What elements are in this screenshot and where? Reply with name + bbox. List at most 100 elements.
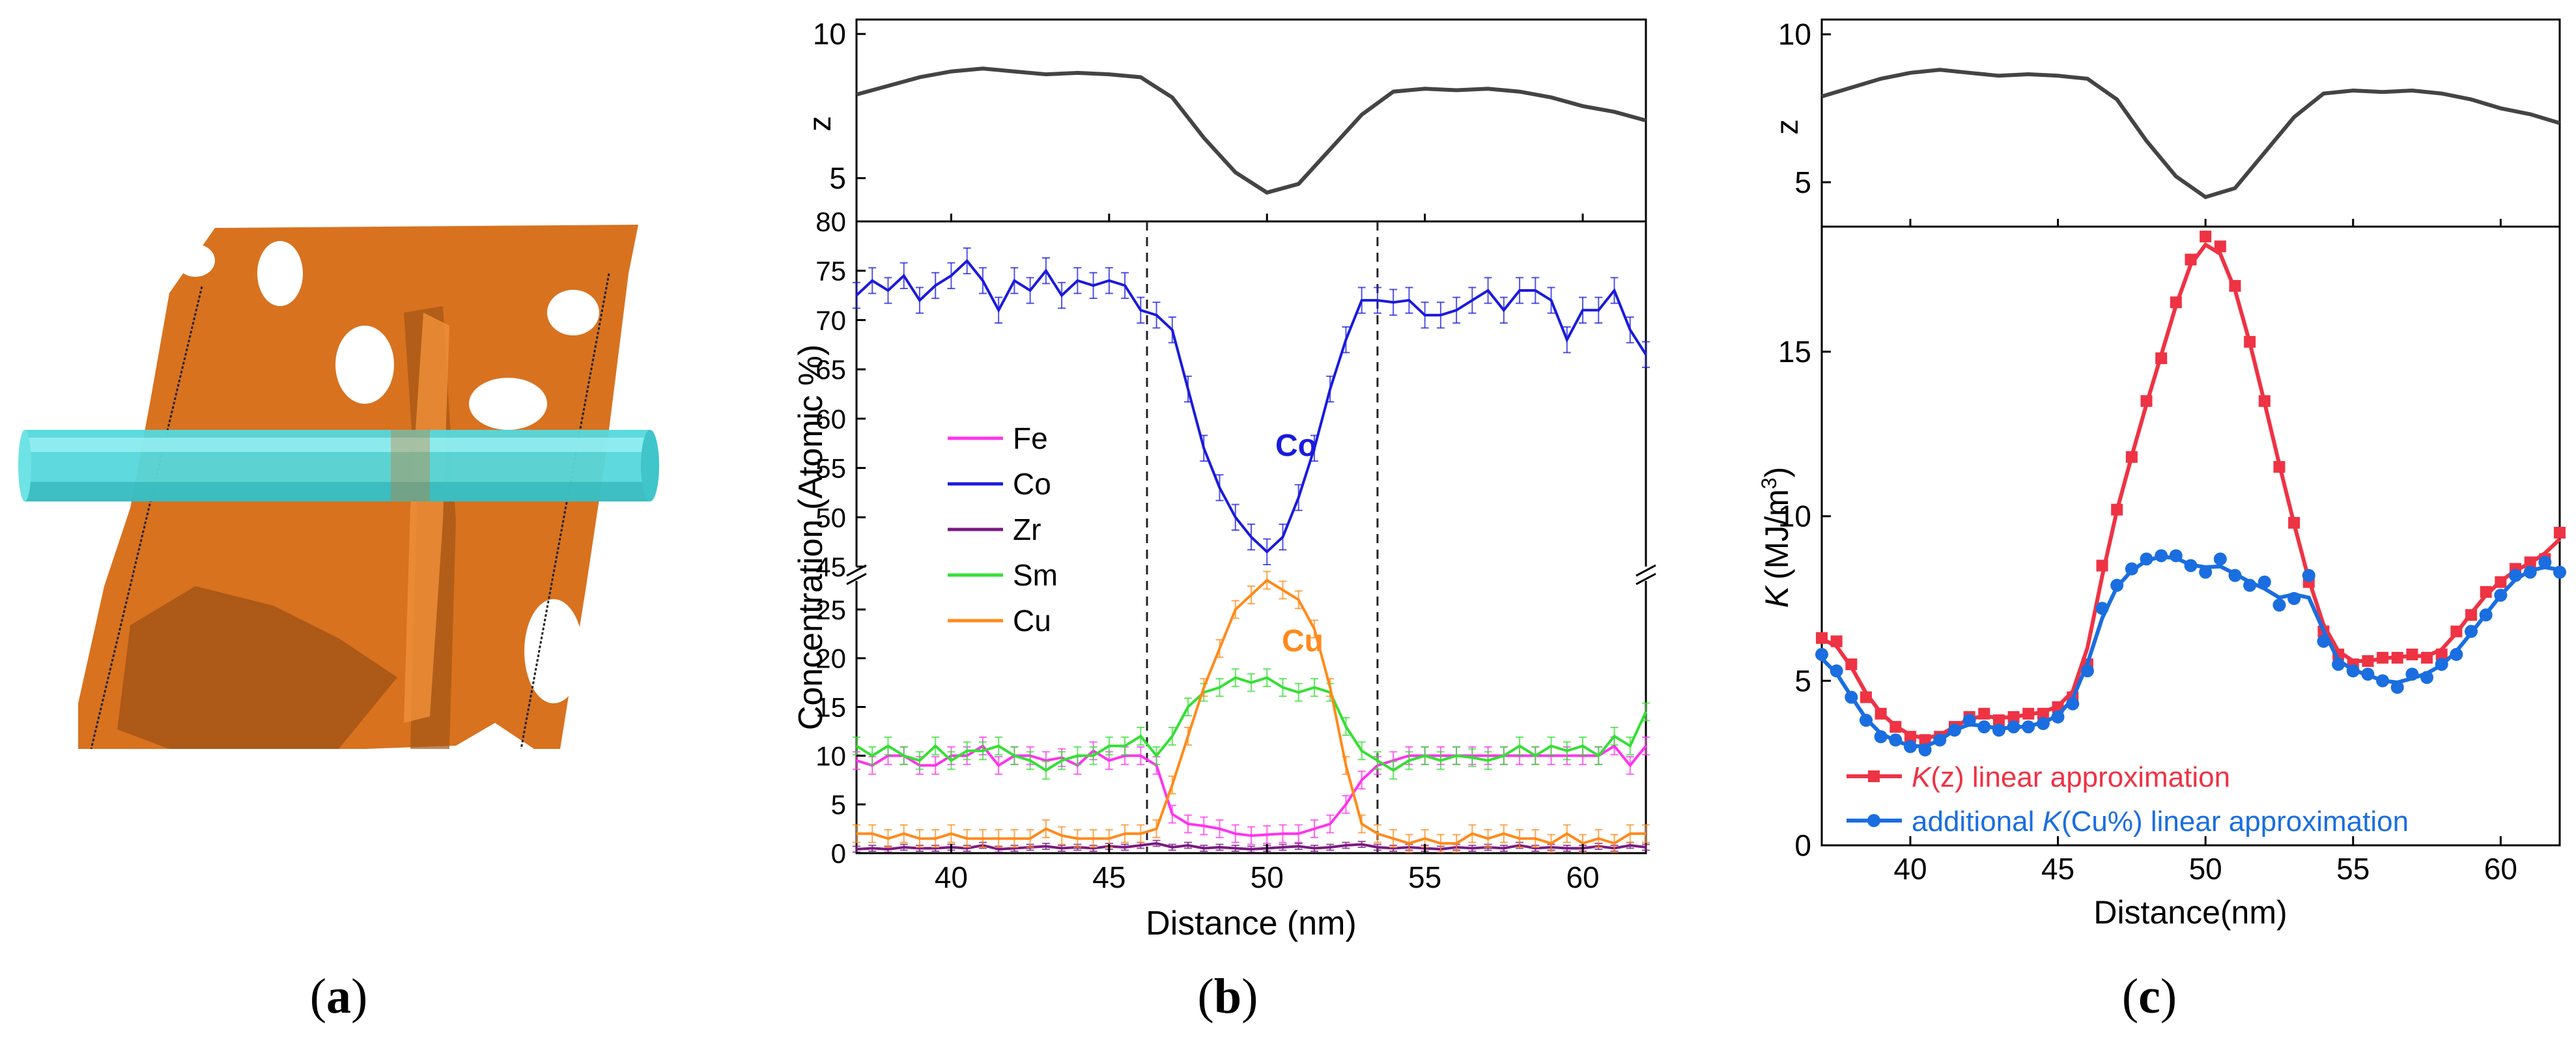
y-tick-label: 55	[815, 453, 846, 484]
marker-kcu	[2272, 598, 2286, 612]
panel-label-a: (a)	[310, 969, 368, 1024]
axes-frame	[1820, 18, 2561, 228]
y-tick-label: 80	[815, 206, 846, 237]
legend-prefix: additional	[1912, 806, 2043, 838]
y-axis-label: Concentration (Atomic %)	[792, 345, 830, 730]
marker-kcu	[2007, 720, 2020, 734]
marker-kcu	[2420, 671, 2434, 684]
cu-annotation: Cu	[1282, 624, 1323, 658]
x-tick-label: 45	[1092, 860, 1125, 894]
marker-kz	[2495, 576, 2507, 588]
x-tick-label: 60	[2484, 852, 2517, 886]
legend: Fe Co Zr Sm Cu	[948, 421, 1058, 638]
marker-kcu	[2302, 569, 2315, 582]
marker-kz	[2214, 240, 2226, 253]
marker-kcu	[2450, 647, 2463, 661]
series-line-z	[856, 66, 1647, 195]
legend-label-co: Co	[1013, 467, 1051, 501]
y-ticks: 45 50 55 60 65 70 75 80 0 5 10 15 20 25	[815, 206, 866, 869]
legend-marker	[1868, 770, 1880, 782]
legend-argument: (Cu%)	[2061, 806, 2143, 838]
x-tick-label: 55	[2336, 852, 2370, 886]
marker-kcu	[2110, 578, 2124, 592]
series-line-kz	[1820, 242, 2562, 740]
marker-kcu	[1830, 664, 1843, 678]
legend-argument: (z)	[1931, 761, 1964, 793]
panel-label-b: (b)	[1198, 969, 1258, 1024]
y-tick-label: 10	[1778, 500, 1811, 533]
marker-kcu	[2538, 556, 2552, 569]
y-axis-label: K (MJ/m3)	[1757, 467, 1795, 608]
marker-kz	[2480, 585, 2492, 598]
panel-a-image	[18, 225, 659, 750]
marker-kz	[2007, 711, 2020, 723]
marker-kcu	[2553, 565, 2566, 579]
series-line-z	[1821, 68, 2560, 199]
y-tick-label: 45	[815, 552, 846, 582]
hole	[176, 244, 215, 277]
guide-line	[90, 286, 203, 750]
marker-kcu	[2036, 717, 2050, 731]
marker-kcu	[2494, 588, 2508, 602]
y-ticks: 5 10	[1778, 18, 2502, 227]
marker-kcu	[2509, 569, 2523, 582]
legend-label-sm: Sm	[1013, 558, 1058, 592]
y-tick-label: 10	[1778, 18, 1811, 51]
marker-kz	[2244, 335, 2256, 348]
marker-kcu	[2022, 720, 2035, 734]
marker-kcu	[2095, 602, 2109, 615]
marker-kcu	[2184, 559, 2198, 572]
bright-channel	[404, 313, 449, 723]
marker-kcu	[2199, 565, 2213, 579]
series-line-kcu	[1820, 554, 2560, 749]
marker-kcu	[2228, 569, 2242, 582]
marker-kz	[2362, 655, 2374, 668]
y-tick-label: 0	[831, 838, 846, 869]
y-tick-label: 15	[1778, 335, 1811, 369]
y-axis-symbol: K	[1759, 584, 1795, 608]
marker-kcu	[2051, 710, 2065, 724]
legend-label: K(z) linear approximation	[1912, 761, 2230, 793]
marker-kz	[1816, 632, 1828, 644]
marker-kcu	[1903, 740, 1917, 753]
dark-shading	[117, 586, 397, 749]
marker-kz	[2096, 559, 2108, 572]
axes-frame	[855, 18, 1647, 223]
marker-kz	[2022, 707, 2035, 720]
marker-kz	[1992, 714, 2005, 726]
x-tick-label: 50	[2189, 852, 2222, 886]
y-tick-label: 5	[1794, 664, 1811, 697]
y-tick-label: 15	[815, 692, 846, 723]
marker-kz	[1890, 721, 1902, 733]
marker-kz	[2288, 516, 2300, 529]
marker-kz	[2185, 253, 2197, 266]
marker-kcu	[2155, 549, 2168, 563]
y-ticks: 5 10	[813, 17, 1584, 221]
marker-kcu	[2317, 634, 2330, 648]
marker-kcu	[1962, 713, 1976, 727]
marker-kz	[2258, 395, 2271, 407]
y-tick-label: 10	[815, 740, 846, 771]
marker-kcu	[2346, 664, 2360, 678]
marker-kz	[1904, 731, 1916, 743]
chart-c-top: 5 10 z	[1770, 18, 2561, 228]
y-tick-label: 50	[815, 502, 846, 533]
marker-kcu	[2213, 552, 2227, 566]
x-tick-label: 50	[1251, 860, 1284, 894]
y-axis-label: z	[803, 116, 838, 132]
marker-kcu	[1977, 720, 1991, 734]
cylinder-probe	[18, 430, 659, 501]
x-tick-label: 40	[935, 860, 968, 894]
legend-rest: linear approximation	[2143, 806, 2409, 838]
y-axis-label: z	[1770, 119, 1805, 135]
y-axis-unit-close: )	[1759, 467, 1795, 478]
marker-kcu	[1992, 724, 2005, 737]
marker-kcu	[2523, 565, 2537, 579]
x-tick-label: 40	[1893, 852, 1927, 886]
y-tick-label: 60	[815, 404, 846, 434]
marker-kcu	[1947, 724, 1961, 737]
x-axis-label: Distance(nm)	[2093, 894, 2287, 931]
